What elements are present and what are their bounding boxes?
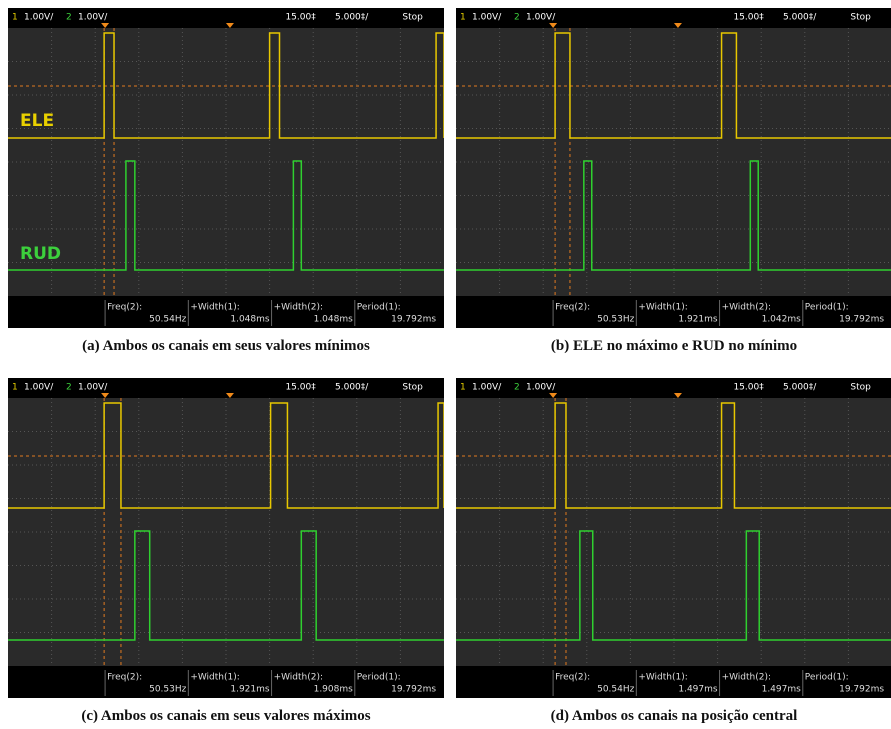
ch2-scale: 1.00V/	[526, 383, 556, 393]
measure-label: Freq(2):	[107, 303, 142, 313]
measure-value: 50.54Hz	[149, 315, 187, 325]
ch1-label: ELE	[20, 111, 54, 131]
scope-screen: 1 1.00V/2 1.00V/15.00‡ 5.000‡/ Stop Freq(2): 5…	[456, 378, 891, 698]
measure-label: Freq(2):	[107, 673, 142, 683]
delay: 15.00‡	[733, 383, 764, 393]
measure-value: 50.54Hz	[597, 685, 635, 695]
ch2-scale: 1.00V/	[78, 13, 108, 23]
measure-label: +Width(1):	[638, 673, 687, 683]
measure-value: 50.53Hz	[149, 685, 187, 695]
measure-label: Freq(2):	[555, 303, 590, 313]
measure-value: 19.792ms	[839, 315, 884, 325]
measure-value: 50.53Hz	[597, 315, 635, 325]
ch2-number: 2	[514, 383, 520, 393]
measure-value: 1.921ms	[678, 315, 718, 325]
caption: (a) Ambos os canais em seus valores míni…	[8, 338, 444, 355]
measure-label: +Width(2):	[274, 303, 323, 313]
ch2-scale: 1.00V/	[78, 383, 108, 393]
ch2-scale: 1.00V/	[526, 13, 556, 23]
measure-label: Period(1):	[805, 673, 849, 683]
delay: 15.00‡	[285, 13, 316, 23]
delay: 15.00‡	[285, 383, 316, 393]
delay: 15.00‡	[733, 13, 764, 23]
measure-label: +Width(2):	[722, 303, 771, 313]
status: Stop	[850, 13, 871, 23]
status: Stop	[402, 13, 423, 23]
scope-panel: 1 1.00V/2 1.00V/15.00‡ 5.000‡/ Stop ELE RUD Fre…	[8, 8, 444, 328]
measure-value: 1.048ms	[230, 315, 270, 325]
ch2-number: 2	[66, 383, 72, 393]
measure-value: 1.048ms	[314, 315, 354, 325]
measure-label: Freq(2):	[555, 673, 590, 683]
measure-value: 19.792ms	[839, 685, 884, 695]
figure: 1 1.00V/2 1.00V/15.00‡ 5.000‡/ Stop ELE RUD Fre…	[0, 0, 891, 729]
measure-label: +Width(1):	[190, 673, 239, 683]
status: Stop	[402, 383, 423, 393]
ch1-scale: 1.00V/	[24, 383, 54, 393]
scope-panel: 1 1.00V/2 1.00V/15.00‡ 5.000‡/ Stop Freq(2): 5…	[456, 8, 891, 328]
caption: (b) ELE no máximo e RUD no mínimo	[456, 338, 891, 355]
measure-value: 1.921ms	[230, 685, 270, 695]
scope-panel: 1 1.00V/2 1.00V/15.00‡ 5.000‡/ Stop Freq(2): 5…	[8, 378, 444, 698]
measure-label: Period(1):	[805, 303, 849, 313]
timebase: 5.000‡/	[335, 13, 369, 23]
ch2-number: 2	[514, 13, 520, 23]
ch1-number: 1	[12, 383, 18, 393]
measure-label: +Width(1):	[638, 303, 687, 313]
ch1-scale: 1.00V/	[472, 13, 502, 23]
ch2-label: RUD	[20, 244, 61, 264]
ch1-scale: 1.00V/	[24, 13, 54, 23]
scope-screen: 1 1.00V/2 1.00V/15.00‡ 5.000‡/ Stop Freq(2): 5…	[8, 378, 444, 698]
measure-value: 1.908ms	[314, 685, 354, 695]
measure-label: +Width(1):	[190, 303, 239, 313]
measure-label: +Width(2):	[722, 673, 771, 683]
caption: (c) Ambos os canais em seus valores máxi…	[8, 708, 444, 725]
caption: (d) Ambos os canais na posição central	[456, 708, 891, 725]
measure-value: 19.792ms	[391, 315, 436, 325]
timebase: 5.000‡/	[335, 383, 369, 393]
ch1-number: 1	[460, 13, 466, 23]
measure-value: 1.042ms	[762, 315, 802, 325]
scope-screen: 1 1.00V/2 1.00V/15.00‡ 5.000‡/ Stop ELE RUD Fre…	[8, 8, 444, 328]
measure-value: 19.792ms	[391, 685, 436, 695]
measure-label: +Width(2):	[274, 673, 323, 683]
timebase: 5.000‡/	[783, 13, 817, 23]
ch1-number: 1	[12, 13, 18, 23]
measure-value: 1.497ms	[678, 685, 718, 695]
measure-label: Period(1):	[357, 303, 401, 313]
ch1-scale: 1.00V/	[472, 383, 502, 393]
ch1-number: 1	[460, 383, 466, 393]
timebase: 5.000‡/	[783, 383, 817, 393]
ch2-number: 2	[66, 13, 72, 23]
scope-screen: 1 1.00V/2 1.00V/15.00‡ 5.000‡/ Stop Freq(2): 5…	[456, 8, 891, 328]
scope-panel: 1 1.00V/2 1.00V/15.00‡ 5.000‡/ Stop Freq(2): 5…	[456, 378, 891, 698]
measure-value: 1.497ms	[762, 685, 802, 695]
status: Stop	[850, 383, 871, 393]
measure-label: Period(1):	[357, 673, 401, 683]
